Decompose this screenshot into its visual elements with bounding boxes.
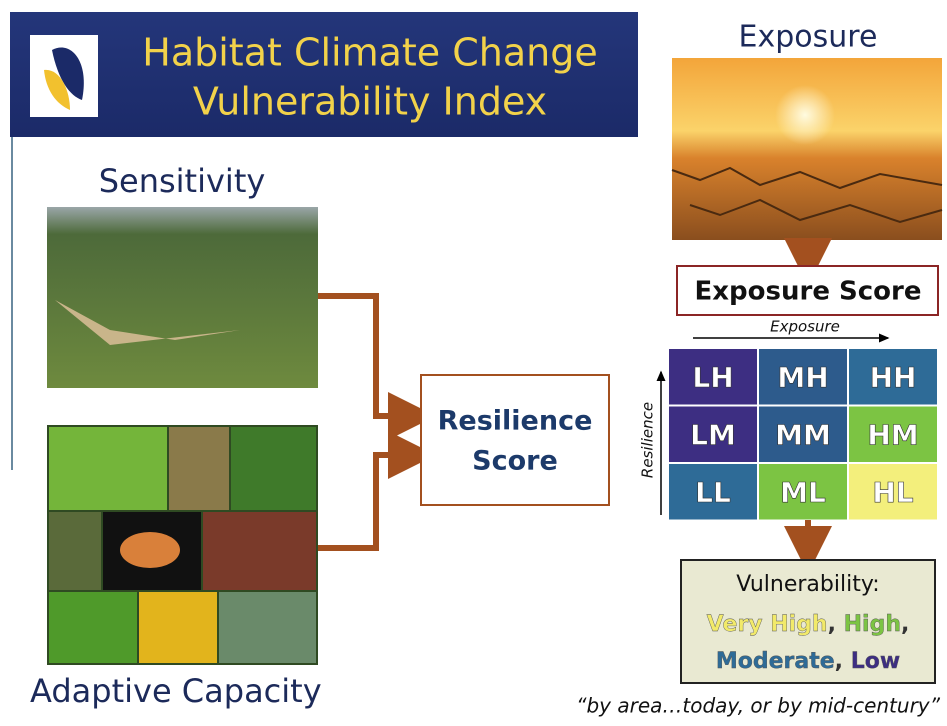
matrix-cell-label: LL: [695, 476, 731, 509]
matrix-x-axis: Exposure: [770, 318, 840, 336]
footnote: “by area…today, or by mid-century”: [576, 694, 941, 718]
vulnerability-levels: Very High, High,: [707, 612, 910, 637]
adaptive-capacity-label: Adaptive Capacity: [30, 672, 322, 710]
photo-tile: [49, 512, 101, 590]
resilience-label: Score: [472, 446, 558, 477]
vulnerability-level: Very High: [707, 612, 828, 637]
matrix-cell-label: ML: [780, 476, 826, 509]
separator: ,: [828, 612, 836, 637]
sensitivity-photo: [47, 207, 318, 388]
photo-tile: [169, 427, 229, 510]
exposure-score-label: Exposure Score: [695, 277, 922, 307]
photo-tile: [231, 427, 316, 510]
photo-tile: [219, 592, 316, 663]
photo-tile: [49, 427, 167, 510]
resilience-label: Resilience: [438, 406, 593, 437]
vulnerability-levels: Moderate, Low: [716, 649, 900, 674]
matrix-cell-label: MM: [775, 418, 831, 451]
matrix-cell-label: HH: [870, 361, 917, 394]
vulnerability-level: Low: [851, 649, 900, 674]
arrow: [318, 455, 412, 548]
photo-tile: [139, 592, 217, 663]
matrix-cell-label: LM: [690, 418, 736, 451]
photo-detail: [120, 532, 180, 568]
exposure-label: Exposure: [739, 20, 878, 55]
slide: Habitat Climate Change Vulnerability Ind…: [0, 0, 947, 722]
title-line: Vulnerability Index: [193, 80, 547, 124]
matrix-cell-label: MH: [777, 361, 828, 394]
matrix-cell-label: LH: [692, 361, 733, 394]
photo-tile: [49, 592, 137, 663]
matrix-y-axis: Resilience: [639, 402, 657, 478]
title-line: Habitat Climate Change: [142, 31, 598, 75]
resilience-box: [421, 375, 609, 505]
matrix-cell-label: HL: [872, 476, 913, 509]
vulnerability-heading: Vulnerability:: [736, 572, 879, 597]
page: Habitat Climate Change Vulnerability Ind…: [0, 0, 947, 722]
separator: ,: [835, 649, 843, 674]
matrix: LH MH HH LM MM HM LL ML HL: [668, 348, 938, 521]
separator: ,: [901, 612, 909, 637]
matrix-cell-label: HM: [867, 418, 918, 451]
photo-tile: [203, 512, 316, 590]
sensitivity-label: Sensitivity: [99, 162, 266, 200]
vulnerability-level: High: [844, 612, 901, 637]
vulnerability-level: Moderate: [716, 649, 835, 674]
photo-detail: [775, 85, 835, 145]
arrow: [318, 296, 412, 416]
